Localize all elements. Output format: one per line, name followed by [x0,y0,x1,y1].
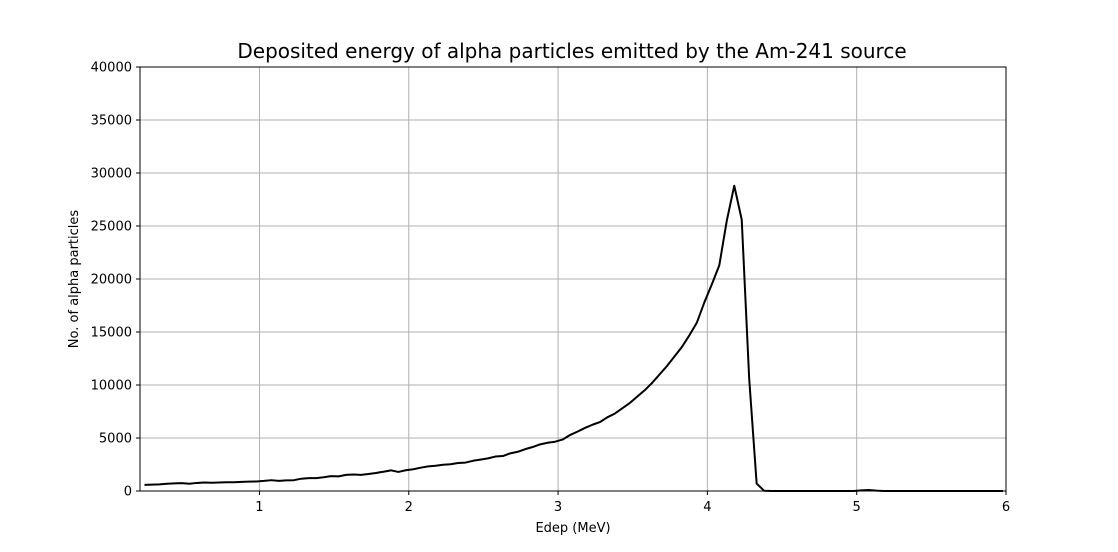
y-tick-label: 35000 [91,114,132,129]
y-tick-label: 15000 [91,326,132,341]
x-axis-label: Edep (MeV) [535,521,610,536]
grid-lines [140,66,1007,492]
x-tick-label: 5 [853,500,861,515]
x-tick-label: 6 [1002,500,1010,515]
data-series [144,184,1004,492]
y-tick-label: 5000 [99,432,132,447]
x-tick-label: 4 [703,500,711,515]
x-tick-label: 1 [255,500,263,515]
x-tick-label: 3 [554,500,562,515]
y-axis-label: No. of alpha particles [67,210,82,349]
y-tick-label: 25000 [91,220,132,235]
y-tick-label: 40000 [91,61,132,76]
y-tick-label: 0 [124,485,132,500]
axis-ticks: 0 5000 10000 15000 20000 25000 30000 35000 40000… [91,61,1011,516]
y-tick-label: 30000 [91,167,132,182]
chart-title: Deposited energy of alpha particles emit… [237,39,906,63]
x-tick-label: 2 [405,500,413,515]
series-line [144,184,1004,492]
y-tick-label: 20000 [91,273,132,288]
y-tick-label: 10000 [91,379,132,394]
